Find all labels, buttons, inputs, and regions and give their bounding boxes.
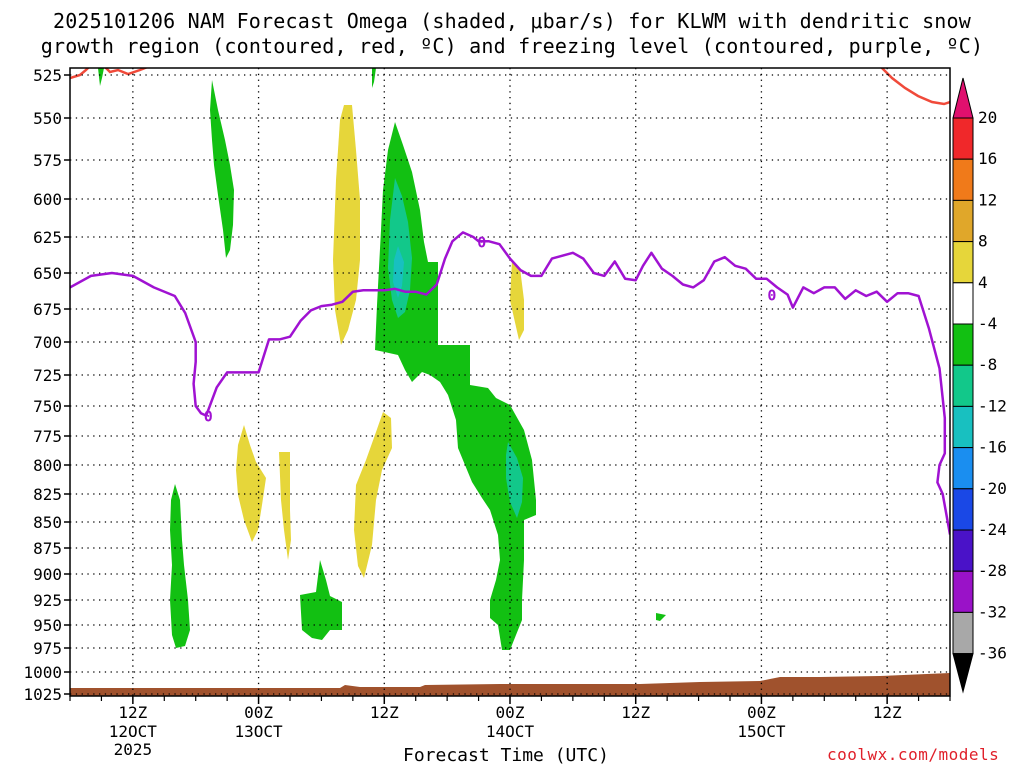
axes: 525 550 575 600 625 650 675 700 725 750 775 800 825 8… — [23, 66, 951, 759]
y-tick-label: 975 — [33, 639, 62, 658]
omega-region-green — [372, 68, 376, 88]
colorbar-label: -24 — [978, 520, 1007, 539]
colorbar-bottom-arrow — [952, 653, 974, 694]
colorbar: 20 16 12 8 4 -4 -8 -12 -16 -20 -24 -28 -32 -36 — [952, 77, 1007, 694]
x-tick-label-date: 13OCT — [234, 722, 283, 741]
freezing-level-line — [70, 231, 950, 535]
colorbar-swatch — [952, 447, 974, 490]
x-tick-label-hour: 12Z — [118, 703, 147, 722]
colorbar-label: 16 — [978, 149, 997, 168]
plot-frame — [69, 67, 951, 697]
dendritic-contour-right — [880, 68, 950, 106]
chart-title-line-2: growth region (contoured, red, ºC) and f… — [40, 34, 984, 58]
colorbar-swatch — [952, 199, 974, 243]
colorbar-swatch — [952, 570, 974, 613]
dendritic-growth-contours — [70, 68, 950, 106]
credit-link[interactable]: coolwx.com/models — [827, 745, 1000, 764]
omega-region-cyan — [393, 246, 404, 298]
omega-region-yellow — [236, 425, 266, 542]
omega-region-green — [656, 613, 666, 621]
y-tick-label: 750 — [33, 397, 62, 416]
omega-region-green — [170, 484, 190, 648]
y-tick-label: 550 — [33, 109, 62, 128]
colorbar-swatch — [952, 241, 974, 284]
colorbar-label: 4 — [978, 273, 988, 292]
colorbar-label: -12 — [978, 396, 1007, 415]
y-tick-label: 525 — [33, 66, 62, 85]
y-tick-label: 600 — [33, 190, 62, 209]
omega-region-yellow — [279, 452, 291, 560]
colorbar-label: -4 — [978, 314, 997, 333]
y-tick-label: 875 — [33, 539, 62, 558]
chart-title-line-1: 2025101206 NAM Forecast Omega (shaded, μ… — [52, 9, 972, 33]
colorbar-swatch — [952, 488, 974, 531]
x-tick-label-hour: 00Z — [244, 703, 273, 722]
y-tick-label: 1025 — [23, 685, 62, 704]
omega-shading — [98, 68, 666, 650]
y-tick-label: 700 — [33, 333, 62, 352]
y-tick-label: 650 — [33, 264, 62, 283]
colorbar-label: -32 — [978, 602, 1007, 621]
dendritic-contour-left — [70, 68, 90, 80]
y-tick-label: 1000 — [23, 663, 62, 682]
freezing-level-label: 0 — [477, 233, 486, 251]
omega-region-yellow — [510, 260, 524, 340]
colorbar-label: -28 — [978, 561, 1007, 580]
colorbar-label: -20 — [978, 479, 1007, 498]
omega-region-green — [375, 122, 536, 650]
y-tick-label: 800 — [33, 456, 62, 475]
x-tick-label-hour: 12Z — [621, 703, 650, 722]
y-tick-label: 900 — [33, 565, 62, 584]
y-tick-label: 625 — [33, 228, 62, 247]
colorbar-swatch — [952, 405, 974, 449]
x-tick-label-year: 2025 — [114, 740, 153, 759]
x-tick-label-hour: 00Z — [747, 703, 776, 722]
colorbar-label: -16 — [978, 438, 1007, 457]
colorbar-swatch — [952, 611, 974, 655]
colorbar-label: -8 — [978, 355, 997, 374]
colorbar-label: -36 — [978, 644, 1007, 663]
x-tick-label-date: 15OCT — [737, 722, 786, 741]
y-tick-label: 575 — [33, 151, 62, 170]
y-tick-label: 850 — [33, 513, 62, 532]
colorbar-swatch — [952, 282, 974, 325]
x-tick-label-hour: 12Z — [370, 703, 399, 722]
terrain-ground — [70, 673, 950, 696]
x-axis-title: Forecast Time (UTC) — [403, 745, 609, 766]
freezing-level-label: 0 — [204, 408, 213, 426]
freezing-level-label: 0 — [767, 287, 776, 305]
x-tick-label-date: 12OCT — [109, 722, 158, 741]
y-tick-label: 775 — [33, 427, 62, 446]
colorbar-top-arrow — [952, 77, 974, 119]
dendritic-contour-top — [104, 68, 149, 76]
omega-region-yellow — [354, 412, 392, 578]
x-tick-label-date: 14OCT — [486, 722, 535, 741]
x-tick-label-hour: 12Z — [873, 703, 902, 722]
colorbar-swatch — [952, 364, 974, 407]
colorbar-label: 8 — [978, 232, 988, 251]
y-tick-label: 825 — [33, 485, 62, 504]
colorbar-label: 20 — [978, 108, 997, 127]
omega-region-green — [300, 560, 342, 640]
y-tick-label: 675 — [33, 300, 62, 319]
freezing-level-contour: 0 0 0 — [70, 231, 950, 535]
x-tick-label-hour: 00Z — [496, 703, 525, 722]
colorbar-label: 12 — [978, 190, 997, 209]
y-tick-label: 950 — [33, 616, 62, 635]
y-tick-label: 725 — [33, 366, 62, 385]
colorbar-swatch — [952, 529, 974, 572]
colorbar-swatch — [952, 117, 974, 160]
omega-region-yellow — [333, 105, 360, 345]
colorbar-swatch — [952, 158, 974, 201]
colorbar-swatch — [952, 323, 974, 366]
omega-region-green — [210, 80, 234, 258]
grid-lines — [70, 68, 950, 696]
y-tick-label: 925 — [33, 591, 62, 610]
omega-region-teal — [506, 442, 523, 518]
omega-region-green — [98, 68, 104, 86]
